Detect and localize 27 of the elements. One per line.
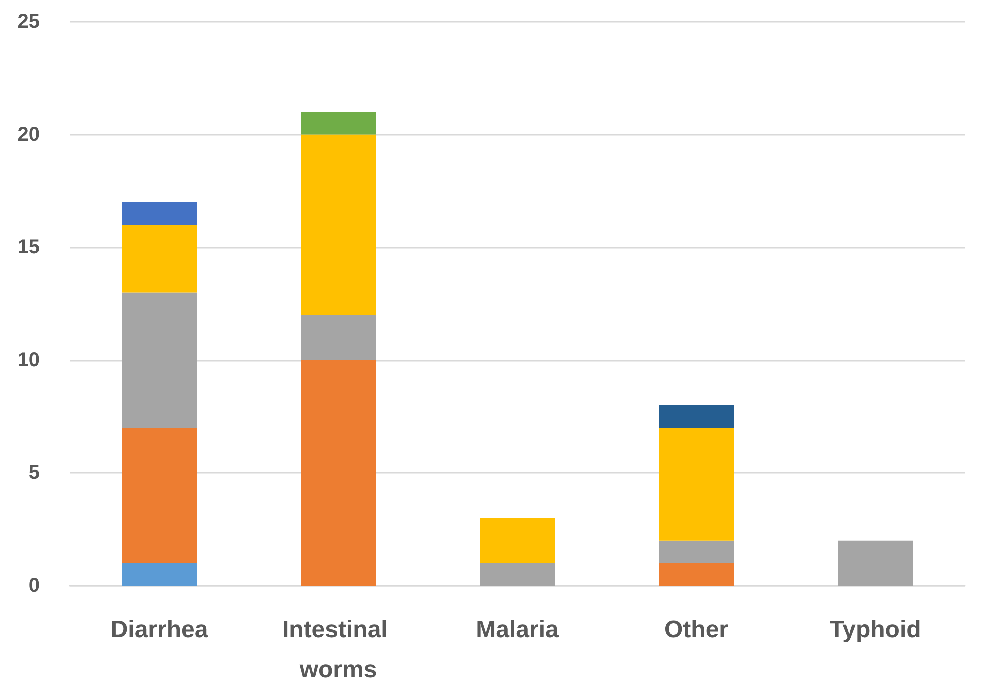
- bar: [480, 563, 555, 586]
- bar: [838, 540, 913, 586]
- bar: [659, 406, 734, 428]
- bar: [659, 540, 734, 564]
- y-tick-label: 20: [18, 124, 40, 146]
- x-tick-label: Diarrhea: [110, 616, 209, 644]
- x-tick-label: Typhoid: [830, 616, 922, 644]
- x-tick-label: Intestinal worms: [282, 616, 395, 684]
- bar: [301, 134, 376, 316]
- bar: [122, 428, 197, 564]
- bar: [122, 292, 197, 428]
- bar: [659, 428, 734, 541]
- y-tick-label: 15: [18, 236, 40, 259]
- y-tick-label: 25: [18, 11, 40, 33]
- y-tick-label: 10: [18, 349, 40, 372]
- bar: [659, 563, 734, 586]
- y-tick-label: 5: [28, 462, 40, 484]
- bar: [122, 202, 197, 226]
- bar: [122, 225, 197, 293]
- x-tick-label: Malaria: [476, 616, 560, 644]
- bar: [480, 518, 555, 564]
- bar: [122, 563, 197, 586]
- bar: [301, 315, 376, 360]
- x-tick-label: Other: [664, 616, 729, 644]
- bar: [301, 360, 376, 586]
- bar: [301, 112, 376, 135]
- y-tick-label: 0: [28, 575, 40, 597]
